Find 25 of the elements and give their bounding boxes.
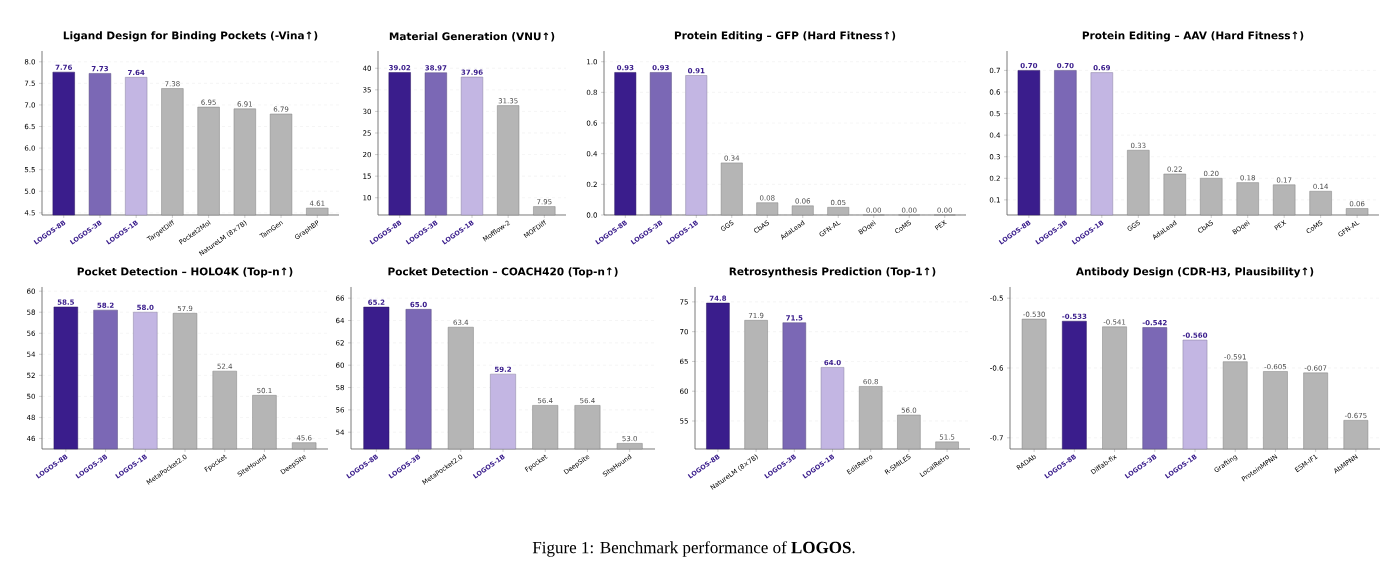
chart-title: Material Generation (VNU↑): [389, 32, 555, 42]
bar: [1222, 361, 1248, 450]
bar: [1182, 339, 1208, 450]
bar: [1021, 318, 1047, 450]
bar: [720, 162, 743, 216]
bar: [791, 205, 814, 216]
chart-title: Ligand Design for Binding Pockets (-Vina↑): [63, 31, 318, 42]
bar: [1343, 420, 1369, 450]
bar: [614, 72, 637, 216]
bar: [827, 207, 850, 216]
chart-title: Retrosynthesis Prediction (Top-1↑): [729, 267, 936, 278]
chart-title: Pocket Detection – COACH420 (Top-n↑): [388, 267, 618, 278]
bar: [1062, 320, 1087, 450]
bar: [685, 75, 708, 216]
bar: [756, 202, 779, 216]
bar: [1102, 326, 1127, 450]
bar: [1303, 372, 1328, 450]
chart-title: Protein Editing – GFP (Hard Fitness↑): [674, 31, 896, 42]
caption: Figure 1: Benchmark performance of LOGOS.: [532, 541, 855, 557]
bar: [649, 72, 672, 216]
chart-title: Pocket Detection – HOLO4K (Top-n↑): [77, 267, 293, 278]
chart-title: Antibody Design (CDR-H3, Plausibility↑): [1075, 267, 1314, 278]
bar: [1263, 371, 1288, 450]
bar: [1142, 327, 1168, 450]
chart-title: Protein Editing – AAV (Hard Fitness↑): [1082, 31, 1304, 42]
